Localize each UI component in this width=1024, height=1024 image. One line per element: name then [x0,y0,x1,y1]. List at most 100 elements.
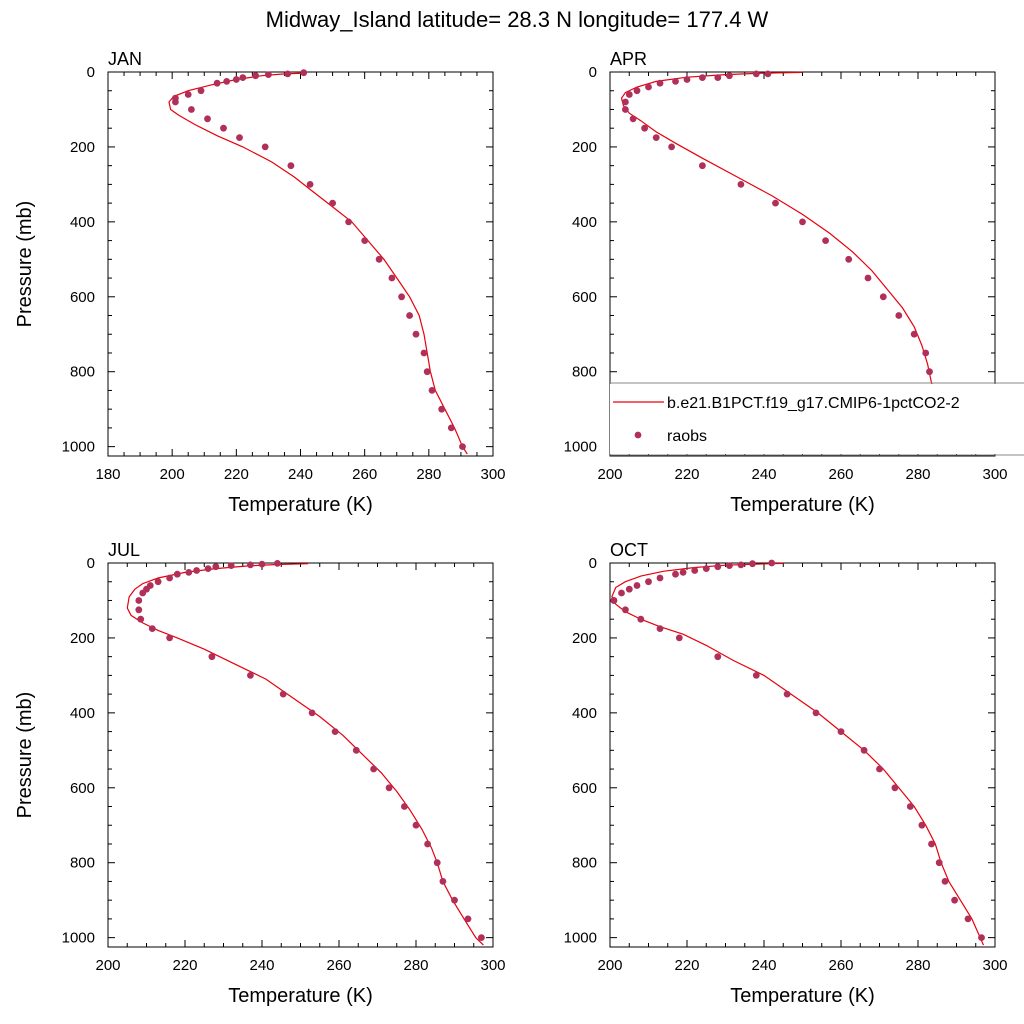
raobs-point [284,70,292,78]
x-axis-label: Temperature (K) [730,494,875,516]
raobs-point [895,312,903,319]
raobs-point [822,237,829,245]
raobs-point [656,574,664,582]
raobs-point [645,578,652,586]
raobs-point [385,784,393,792]
x-tick-label: 200 [160,466,185,483]
x-tick-label: 300 [982,466,1007,483]
y-tick-label: 600 [70,780,95,797]
raobs-point [433,859,441,867]
raobs-point [752,672,760,679]
raobs-point [879,293,887,301]
raobs-point [398,293,405,301]
y-tick-label: 600 [70,289,95,306]
raobs-point [675,634,683,642]
raobs-point [633,87,641,95]
y-tick-label: 0 [589,64,597,81]
y-tick-label: 600 [572,780,597,797]
y-tick-label: 200 [572,630,597,647]
raobs-point [166,634,174,642]
x-tick-label: 240 [288,466,313,483]
y-tick-label: 0 [87,64,95,81]
raobs-point [247,672,254,679]
x-axis-label: Temperature (K) [228,985,373,1007]
raobs-point [274,560,281,567]
raobs-point [247,561,254,569]
y-tick-label: 400 [572,214,597,231]
raobs-point [610,597,618,604]
raobs-point [928,840,935,848]
panels: JAN 180 200 220 240 260 280 300 0 200 400 600 800 100… [14,49,1008,1007]
raobs-point [204,115,211,123]
raobs-point [926,368,933,376]
panel-jan: JAN 180 200 220 240 260 280 300 0 200 400 600 800 100… [14,49,506,516]
raobs-point [625,585,633,593]
raobs-point [641,124,648,132]
x-tick-label: 240 [751,957,776,974]
y-tick-label: 200 [70,630,95,647]
raobs-point [618,589,625,597]
x-axis-label: Temperature (K) [228,494,373,516]
raobs-point [227,562,235,569]
raobs-point [633,582,641,589]
raobs-point [447,424,455,432]
raobs-point [439,878,447,885]
raobs-point [406,312,413,319]
raobs-point [279,690,287,698]
raobs-point [212,563,220,571]
raobs-point [424,840,431,848]
raobs-point [702,565,710,572]
panel-jul: JUL 200 220 240 260 280 300 0 200 400 600 800 1000 Te… [14,540,506,1007]
raobs-point [737,561,745,569]
raobs-point [752,70,760,78]
x-tick-label: 240 [249,957,274,974]
plot-frame [609,562,996,948]
x-tick-label: 220 [674,957,699,974]
raobs-point [699,74,706,81]
model-profile-line [168,72,468,455]
legend-background [610,384,1024,454]
raobs-point [699,162,706,170]
raobs-point [951,896,958,904]
raobs-point [208,653,216,661]
y-axis-label: Pressure (mb) [14,201,36,328]
figure-title: Midway_Island latitude= 28.3 N longitude… [266,7,769,32]
raobs-point [622,606,629,614]
x-tick-label: 280 [905,957,930,974]
raobs-point [139,589,147,597]
y-tick-label: 800 [572,364,597,381]
raobs-point [737,181,745,188]
x-tick-label: 260 [828,957,853,974]
raobs-point [135,606,143,614]
raobs-point [783,690,791,698]
raobs-point [135,597,143,604]
model-profile-line [126,563,484,946]
raobs-point [287,162,295,170]
raobs-point [918,821,926,829]
x-tick-label: 200 [597,466,622,483]
panel-oct: OCT 200 220 240 260 280 300 0 200 400 600 800 1000 Te… [564,540,1008,1007]
raobs-point [300,69,308,77]
panel-label: JUL [108,540,140,560]
raobs-point [308,709,316,717]
raobs-point [166,574,174,582]
raobs-point [345,218,352,226]
raobs-point [837,728,845,735]
raobs-point [223,78,231,85]
x-tick-label: 280 [416,466,441,483]
y-axis-label: Pressure (mb) [14,692,36,819]
plot-frame [107,562,494,948]
x-tick-label: 300 [480,466,505,483]
raobs-point [978,934,985,941]
raobs-point [891,784,899,792]
raobs-point [876,765,883,773]
raobs-point [352,746,360,754]
raobs-point [329,199,336,207]
raobs-point [629,115,637,123]
raobs-point [370,765,377,773]
y-tick-label: 1000 [564,930,597,947]
raobs-point [401,803,408,810]
x-tick-label: 200 [95,957,120,974]
raobs-point [213,79,221,87]
